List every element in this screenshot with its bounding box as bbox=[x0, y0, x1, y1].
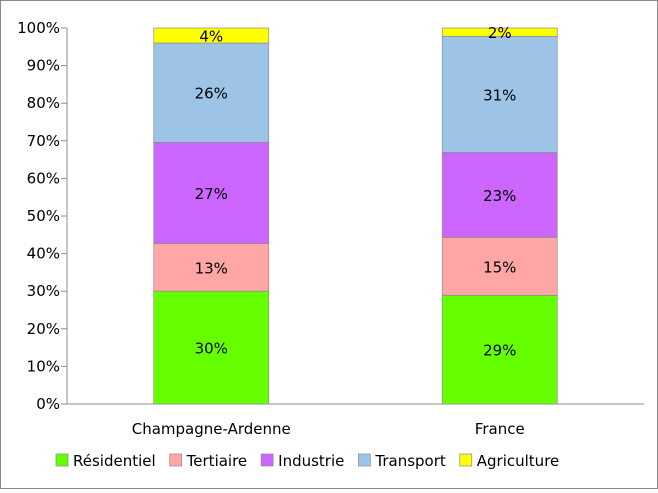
y-tick-label: 20% bbox=[27, 320, 60, 338]
bar-segment bbox=[441, 237, 558, 296]
bar-segment bbox=[153, 141, 270, 244]
y-tick-label: 0% bbox=[36, 395, 60, 413]
legend-item: Industrie bbox=[260, 452, 344, 470]
bar-segment bbox=[441, 294, 558, 405]
legend-swatch bbox=[459, 453, 473, 467]
bar-segment bbox=[153, 42, 270, 143]
legend-item: Agriculture bbox=[459, 452, 560, 470]
bar-segment bbox=[153, 290, 270, 405]
y-tick-label: 40% bbox=[27, 245, 60, 263]
legend-label: Agriculture bbox=[477, 452, 560, 470]
legend-label: Tertiaire bbox=[186, 452, 247, 470]
y-tick-label: 100% bbox=[17, 19, 60, 37]
bars bbox=[153, 27, 558, 405]
legend-item: Résidentiel bbox=[55, 452, 156, 470]
x-category-label: France bbox=[475, 420, 525, 438]
bar-segment bbox=[441, 35, 558, 153]
data-label: 30% bbox=[195, 340, 228, 358]
legend-swatch bbox=[169, 453, 183, 467]
data-label: 26% bbox=[195, 85, 228, 103]
y-tick-label: 90% bbox=[27, 57, 60, 75]
data-label: 23% bbox=[483, 187, 516, 205]
y-tick-label: 70% bbox=[27, 132, 60, 150]
legend-label: Résidentiel bbox=[73, 452, 156, 470]
data-label: 27% bbox=[195, 185, 228, 203]
data-label: 2% bbox=[488, 24, 512, 42]
data-label: 15% bbox=[483, 258, 516, 276]
data-labels: 30% 13% 27% 26% 4% 29% 15% 23% 31% 2% bbox=[195, 24, 517, 360]
data-label: 31% bbox=[483, 86, 516, 104]
data-label: 13% bbox=[195, 259, 228, 277]
legend: Résidentiel Tertiaire Industrie Transport Ag… bbox=[55, 452, 560, 470]
legend-label: Transport bbox=[374, 452, 446, 470]
x-category-label: Champagne-Ardenne bbox=[132, 420, 291, 438]
bar-segment bbox=[441, 27, 558, 37]
legend-item: Tertiaire bbox=[169, 452, 247, 470]
data-label: 4% bbox=[199, 28, 223, 46]
legend-swatch bbox=[358, 453, 371, 467]
bar-segment bbox=[153, 27, 270, 44]
legend-swatch bbox=[260, 453, 274, 467]
y-tick-label: 80% bbox=[27, 94, 60, 112]
bar-segment bbox=[441, 152, 558, 238]
bar-segment bbox=[153, 243, 270, 292]
legend-label: Industrie bbox=[278, 452, 344, 470]
y-tick-label: 60% bbox=[27, 169, 60, 187]
y-tick-label: 50% bbox=[27, 207, 60, 225]
legend-item: Transport bbox=[358, 452, 446, 470]
y-tick-label: 10% bbox=[27, 357, 60, 375]
data-label: 29% bbox=[483, 342, 516, 360]
legend-swatch bbox=[55, 453, 69, 467]
y-tick-label: 30% bbox=[27, 282, 60, 300]
